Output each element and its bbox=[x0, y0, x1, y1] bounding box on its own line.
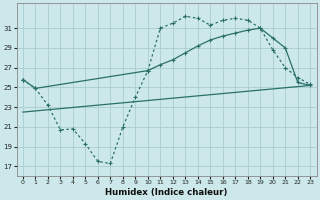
X-axis label: Humidex (Indice chaleur): Humidex (Indice chaleur) bbox=[105, 188, 228, 197]
